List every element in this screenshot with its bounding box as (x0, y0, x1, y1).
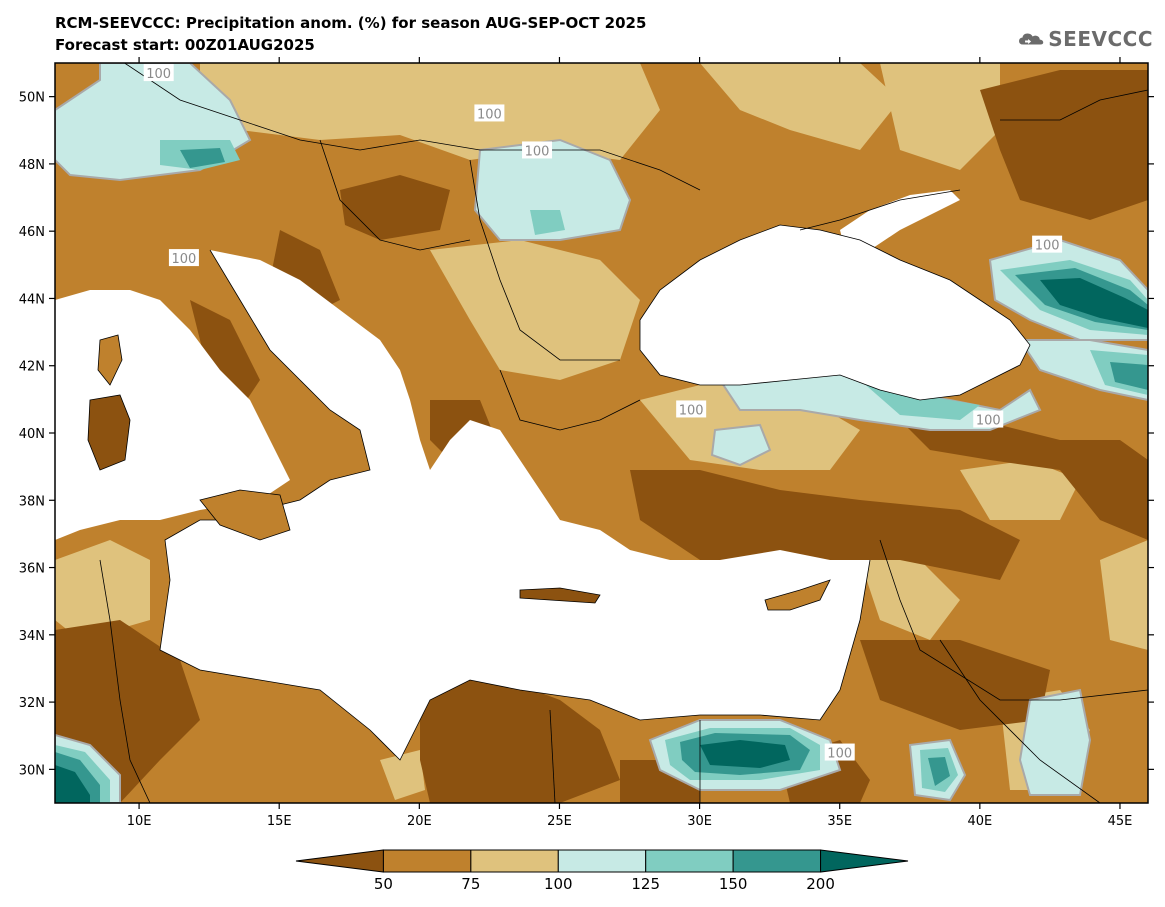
contour-labels: 100 100 100 100 100 100 100 100 (143, 64, 1063, 762)
lon-tick-label: 25E (547, 814, 572, 829)
cloud-logo-icon (1019, 33, 1044, 45)
svg-text:100: 100 (827, 747, 852, 762)
lon-tick-label: 20E (407, 814, 432, 829)
lat-tick-label: 38N (19, 494, 45, 509)
lat-tick-label: 42N (19, 360, 45, 375)
azov-sea (840, 190, 960, 250)
title-line-1: RCM-SEEVCCC: Precipitation anom. (%) for… (55, 14, 647, 32)
lon-tick-label: 45E (1108, 814, 1133, 829)
cyprus-island (764, 579, 831, 611)
colorbar: 50 75 100 125 150 200 (295, 849, 909, 893)
islands (87, 334, 831, 611)
latitude-axis: 50N 48N 46N 44N 42N 40N 38N 36N 34N 32N 30N (19, 91, 1154, 778)
title-line-2: Forecast start: 00Z01AUG2025 (55, 36, 315, 54)
contour-label-100: 100 (1032, 235, 1063, 254)
colorbar-tick-label: 75 (461, 875, 480, 893)
lat-tick-label: 44N (19, 292, 45, 307)
svg-text:100: 100 (477, 107, 502, 122)
colorbar-segment (732, 849, 822, 873)
seevccc-logo: SEEVCCC (1018, 22, 1153, 56)
sicily-island (199, 489, 291, 541)
lon-tick-label: 40E (967, 814, 992, 829)
crete-island (519, 587, 601, 604)
sardinia-island (87, 394, 131, 471)
lat-tick-label: 32N (19, 696, 45, 711)
lat-tick-label: 48N (19, 158, 45, 173)
map-plot-area (55, 63, 1148, 803)
colorbar-segment (557, 849, 647, 873)
colorbar-segment (295, 849, 384, 873)
lon-tick-label: 35E (827, 814, 852, 829)
colorbar-segment (382, 849, 472, 873)
colorbar-tick-label: 100 (544, 875, 573, 893)
anomaly-above-200-regions (55, 278, 1148, 803)
colorbar-segment (645, 849, 734, 873)
colorbar-segment (470, 849, 559, 873)
lat-tick-label: 36N (19, 562, 45, 577)
lat-tick-label: 34N (19, 629, 45, 644)
contour-label-100: 100 (973, 410, 1004, 429)
svg-text:100: 100 (525, 144, 550, 159)
svg-text:100: 100 (1035, 239, 1060, 254)
colorbar-tick-label: 125 (631, 875, 660, 893)
svg-text:100: 100 (679, 403, 704, 418)
contour-label-100: 100 (676, 400, 707, 418)
lat-tick-label: 40N (19, 427, 45, 442)
logo-text: SEEVCCC (1048, 27, 1153, 51)
svg-text:100: 100 (976, 414, 1001, 429)
colorbar-tick-label: 200 (806, 875, 835, 893)
lon-tick-label: 15E (267, 814, 292, 829)
map-title: RCM-SEEVCCC: Precipitation anom. (%) for… (55, 12, 646, 56)
contour-label-100: 100 (143, 64, 174, 82)
anomaly-below-50-regions (55, 70, 1148, 803)
black-sea (640, 225, 1030, 400)
colorbar-tick-label: 50 (374, 875, 393, 893)
lon-tick-label: 30E (687, 814, 712, 829)
colorbar-segment (820, 849, 909, 873)
coastlines-borders (99, 63, 1148, 803)
contour-label-100: 100 (474, 104, 505, 122)
lat-tick-label: 30N (19, 763, 45, 778)
lon-tick-label: 10E (127, 814, 152, 829)
lat-tick-label: 46N (19, 225, 45, 240)
colorbar-tick-label: 150 (719, 875, 748, 893)
svg-text:100: 100 (146, 67, 171, 82)
svg-text:100: 100 (172, 252, 197, 267)
mediterranean-sea (160, 250, 870, 760)
contour-label-100: 100 (168, 249, 199, 267)
contour-label-100: 100 (522, 141, 553, 159)
lat-tick-label: 50N (19, 91, 45, 106)
corsica-island (97, 334, 123, 386)
contour-label-100: 100 (824, 743, 855, 762)
longitude-axis: 10E 15E 20E 25E 30E 35E 40E 45E (127, 57, 1133, 829)
